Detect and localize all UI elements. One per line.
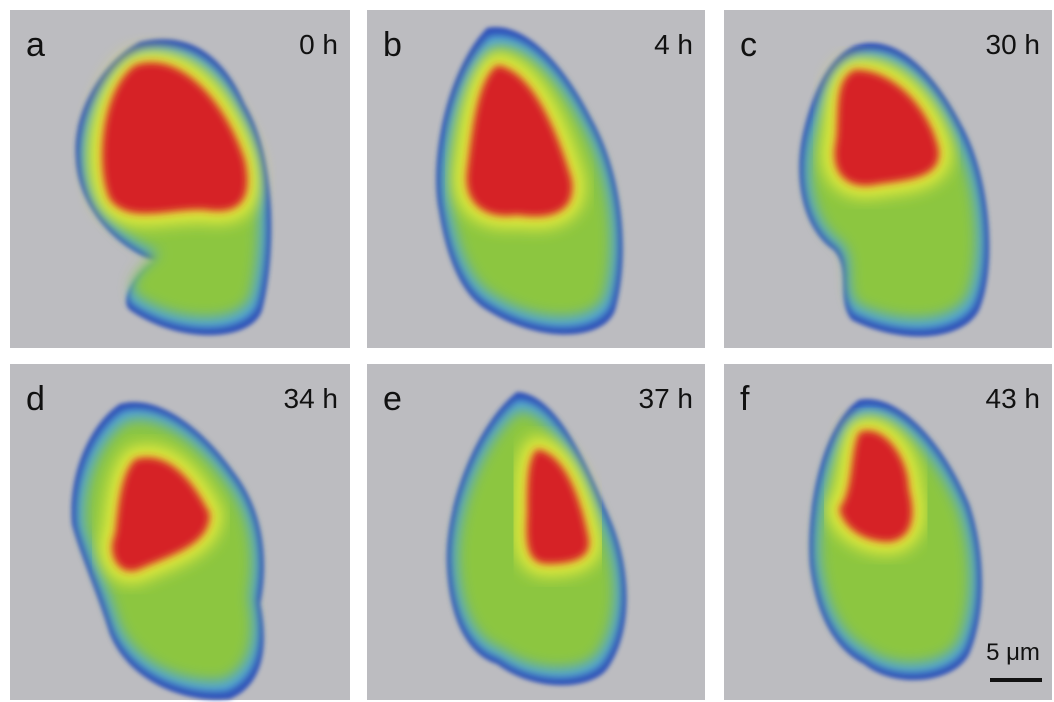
panel: b 4 h — [367, 10, 705, 348]
panel-label: a — [26, 26, 45, 64]
panel-time: 43 h — [986, 383, 1041, 414]
panel-time: 34 h — [284, 383, 339, 414]
panels: a 0 h b 4 h c 30 h d 34 h e 37 h f 43 h — [10, 10, 1052, 700]
panel-time: 4 h — [654, 29, 693, 60]
figure: a 0 h b 4 h c 30 h d 34 h e 37 h f 43 h 5 μm — [0, 0, 1054, 702]
panel-time: 37 h — [639, 383, 694, 414]
panel: e 37 h — [367, 364, 705, 700]
panel-label: b — [383, 26, 402, 64]
panel-label: c — [740, 26, 757, 64]
panel-time: 0 h — [299, 29, 338, 60]
panel-label: d — [26, 380, 45, 418]
panel-label: e — [383, 380, 402, 418]
scale-bar-label: 5 μm — [986, 639, 1040, 666]
panel: d 34 h — [10, 364, 350, 700]
panel-time: 30 h — [986, 29, 1041, 60]
panel: c 30 h — [724, 10, 1052, 348]
panel-label: f — [740, 380, 750, 418]
panel: a 0 h — [10, 10, 350, 348]
